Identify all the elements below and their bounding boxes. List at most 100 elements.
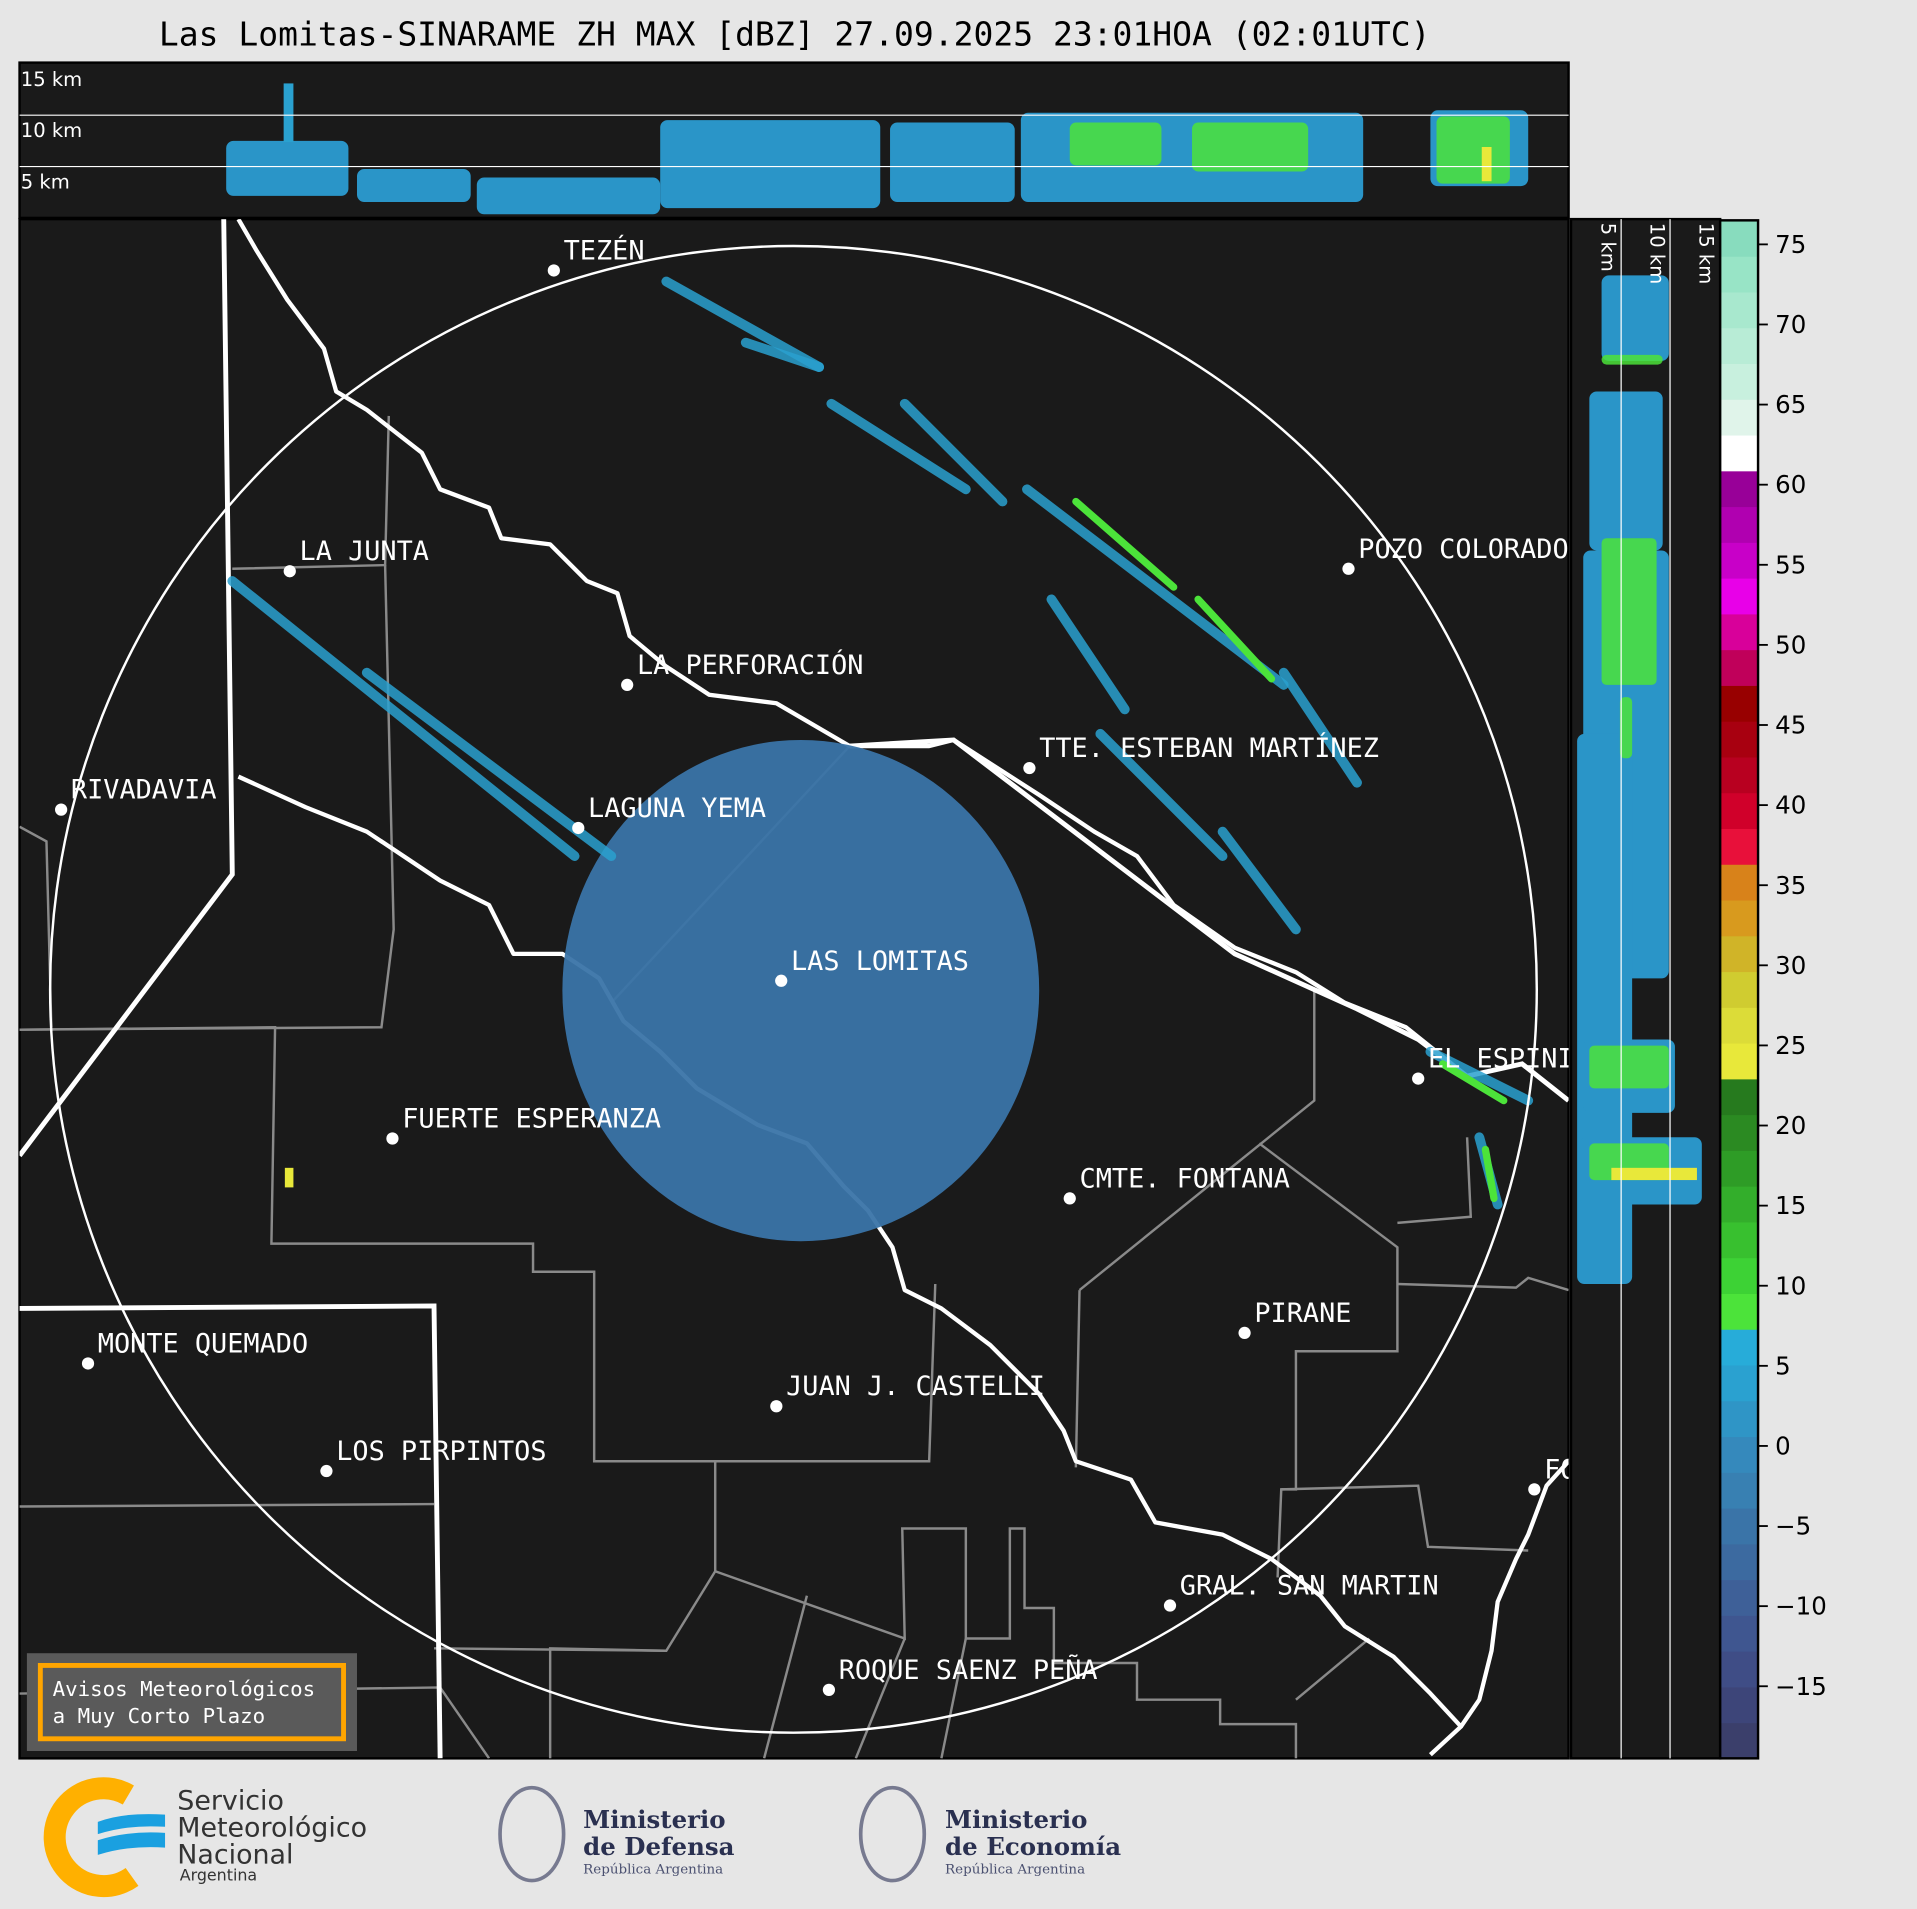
colorbar-bin	[1720, 1722, 1759, 1759]
city-label: JUAN J. CASTELLI	[786, 1371, 1045, 1402]
colorbar-bin	[1720, 1400, 1759, 1438]
city-dot	[1342, 562, 1355, 575]
colorbar-bin	[1720, 935, 1759, 973]
colorbar-bin	[1720, 864, 1759, 901]
colorbar-tick-label: 45	[1775, 711, 1806, 740]
colorbar-bin	[1720, 399, 1759, 436]
colorbar-tick-label: 30	[1775, 951, 1806, 980]
colorbar-bin	[1720, 291, 1759, 329]
city-label: GRAL. SAN MARTIN	[1180, 1571, 1439, 1602]
echo-column	[1601, 275, 1669, 361]
economia-line-1: Ministerio	[945, 1805, 1087, 1834]
echo-column	[283, 83, 294, 143]
city-label: TTE. ESTEBAN MARTÍNEZ	[1039, 732, 1379, 764]
echo-core	[1192, 122, 1309, 172]
city-10: CMTE. FONTANA	[1063, 1163, 1290, 1205]
echo-column	[476, 177, 661, 215]
province-borders	[19, 219, 1569, 1759]
city-12: MONTE QUEMADO	[81, 1328, 308, 1370]
figure-title: Las Lomitas-SINARAME ZH MAX [dBZ] 27.09.…	[159, 15, 1431, 54]
city-dot	[1163, 1599, 1177, 1612]
city-dot	[822, 1683, 836, 1696]
colorbar-bin	[1720, 1364, 1759, 1402]
colorbar-tick-label: 15	[1775, 1191, 1806, 1220]
defensa-line-2: de Defensa	[583, 1832, 734, 1861]
warning-line-1: Avisos Meteorológicos	[53, 1677, 316, 1701]
echo-core	[1072, 497, 1178, 591]
economia-line-2: de Economía	[945, 1832, 1121, 1861]
city-label: LA JUNTA	[300, 536, 429, 567]
colorbar-bin	[1720, 256, 1759, 293]
colorbar-bin	[1720, 327, 1759, 365]
echo-core	[1069, 122, 1162, 166]
colorbar-frame	[1718, 219, 1760, 1760]
city-dot	[1023, 761, 1036, 775]
city-dot	[55, 803, 68, 816]
colorbar-tick-label: 40	[1775, 791, 1806, 820]
city-label: MONTE QUEMADO	[98, 1328, 308, 1359]
colorbar-bin	[1720, 1472, 1759, 1509]
colorbar-bin	[1720, 1543, 1759, 1581]
colorbar-bin	[1720, 578, 1759, 615]
echo-core	[1436, 116, 1510, 184]
colorbar-bin	[1720, 613, 1759, 651]
colorbar-tick-label: 0	[1775, 1431, 1791, 1460]
city-dot	[1412, 1072, 1425, 1085]
city-label: RIVADAVIA	[71, 775, 217, 806]
colorbar-tick-label: 5	[1775, 1351, 1791, 1380]
echo-column	[1589, 391, 1663, 551]
city-dot	[1528, 1483, 1541, 1496]
colorbar-tick-label: 25	[1775, 1031, 1806, 1060]
echo-column	[356, 168, 471, 203]
city-17: ROQUE SAENZ PEÑA	[822, 1654, 1098, 1696]
city-dot	[572, 821, 585, 835]
echo-core	[1481, 146, 1492, 182]
defensa-line-3: República Argentina	[583, 1862, 723, 1877]
colorbar-bin	[1720, 899, 1759, 937]
city-label: LOS PIRPINTOS	[336, 1436, 546, 1467]
echo-core	[1619, 697, 1633, 759]
echo-band	[899, 398, 1008, 507]
colorbar-bin	[1720, 1257, 1759, 1294]
colorbar-bin	[1720, 470, 1759, 508]
colorbar-tick-label: 75	[1775, 230, 1806, 259]
city-dot	[547, 264, 560, 277]
central-clutter-echo	[562, 739, 1040, 1242]
colorbar-bin	[1720, 756, 1759, 794]
echo-band	[1022, 484, 1289, 690]
city-4: RIVADAVIA	[55, 775, 217, 816]
smn-line-3: Nacional	[177, 1839, 293, 1870]
height-label-15km: 15 km	[21, 68, 82, 91]
height-label-10km: 10 km	[21, 119, 82, 142]
city-15: FORMOSA	[1528, 1454, 1569, 1496]
city-0: TEZÉN	[547, 234, 645, 277]
warning-link-box[interactable]: Avisos Meteorológicos a Muy Corto Plazo	[26, 1653, 357, 1752]
side-echo-layer	[1577, 275, 1702, 1284]
colorbar-bin	[1720, 1114, 1759, 1151]
colorbar-bin	[1720, 1686, 1759, 1724]
echo-band	[740, 337, 825, 372]
economia-line-3: República Argentina	[945, 1862, 1085, 1877]
echo-band	[661, 276, 825, 372]
smn-ring-icon	[43, 1777, 139, 1898]
colorbar-bin	[1720, 1186, 1759, 1223]
smn-line-2: Meteorológico	[177, 1813, 367, 1844]
echo-band	[1278, 667, 1362, 788]
city-dot	[320, 1464, 333, 1478]
echo-core	[1589, 1045, 1669, 1089]
city-8: EL ESPINILLO	[1412, 1044, 1569, 1085]
colorbar-tick-label: 60	[1775, 470, 1806, 499]
echo-core	[1611, 1167, 1697, 1181]
colorbar-bin	[1720, 542, 1759, 579]
city-dot	[386, 1132, 399, 1145]
city-11: PIRANE	[1238, 1298, 1351, 1340]
echo-column	[890, 122, 1015, 203]
city-label: TEZÉN	[564, 234, 645, 266]
echo-band	[1046, 594, 1130, 715]
echo-band	[361, 667, 617, 861]
echo-core	[1194, 595, 1276, 683]
colorbar-bin	[1720, 1221, 1759, 1259]
city-14: LOS PIRPINTOS	[320, 1436, 547, 1478]
warning-line-2: a Muy Corto Plazo	[53, 1704, 266, 1728]
city-5: TTE. ESTEBAN MARTÍNEZ	[1023, 732, 1379, 775]
